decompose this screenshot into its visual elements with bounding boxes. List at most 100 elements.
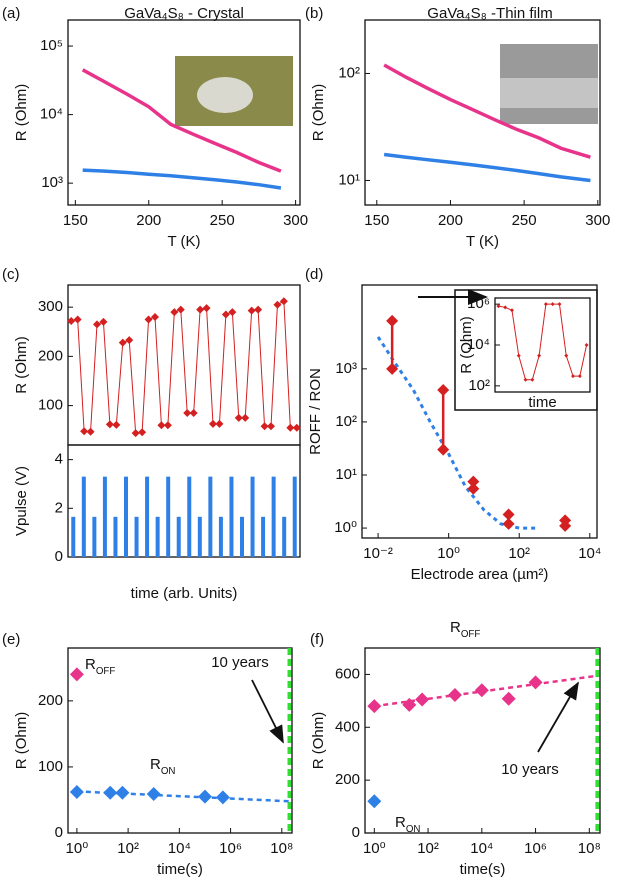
marker — [564, 353, 569, 358]
marker — [279, 297, 288, 306]
marker — [254, 305, 263, 314]
series-line — [71, 300, 297, 434]
marker — [571, 374, 576, 379]
marker — [131, 429, 140, 438]
bar — [218, 516, 223, 557]
y-tick-label: 10¹ — [338, 171, 360, 188]
x-axis-label: T (K) — [466, 233, 499, 250]
y-axis-label: Vpulse (V) — [13, 466, 30, 536]
x-tick-label: 250 — [512, 212, 537, 229]
marker — [196, 305, 205, 314]
y-axis-label: ROFF / RON — [307, 368, 324, 455]
x-tick-label: 10⁰ — [66, 840, 89, 857]
inset-box — [454, 289, 598, 411]
panel-label: (d) — [305, 266, 323, 283]
x-axis-label: time (arb. Units) — [131, 585, 238, 602]
y-tick-label: 300 — [38, 298, 63, 315]
x-axis-label: Electrode area (µm²) — [411, 566, 549, 583]
ten-year-arrow — [251, 679, 284, 744]
y-tick-label: 200 — [38, 692, 63, 709]
marker — [550, 302, 555, 307]
panel-label: (e) — [2, 631, 20, 648]
x-tick-label: 10⁻² — [363, 545, 393, 562]
marker — [209, 419, 217, 428]
y-tick-label: 10² — [335, 413, 357, 430]
point — [115, 785, 130, 800]
marker — [157, 421, 166, 430]
point — [528, 675, 543, 690]
high-marker — [559, 514, 572, 527]
bar — [81, 476, 86, 557]
marker — [516, 353, 521, 358]
marker — [183, 409, 192, 417]
bar — [92, 516, 97, 557]
chart-title: GaVa₄S₈ - Crystal — [124, 5, 244, 22]
marker — [80, 427, 89, 436]
panel-label: (f) — [310, 631, 324, 648]
x-tick-label: 150 — [63, 212, 88, 229]
x-tick-label: 300 — [585, 212, 610, 229]
ten-year-arrow — [537, 681, 579, 753]
y-axis-label: R (Ohm) — [13, 84, 30, 142]
y-tick-label: 2 — [55, 499, 63, 516]
bar — [71, 516, 76, 557]
low-marker — [437, 443, 450, 456]
point — [367, 699, 382, 714]
y-axis-label: R (Ohm) — [458, 316, 475, 374]
marker — [86, 427, 95, 436]
marker — [577, 374, 582, 379]
marker — [138, 428, 147, 437]
plot-frame — [67, 647, 293, 834]
x-tick-label: 10² — [117, 840, 139, 857]
x-tick-label: 10⁰ — [437, 545, 460, 562]
series-line — [383, 152, 591, 183]
marker — [241, 413, 250, 422]
film-layer — [500, 78, 598, 108]
series-name: RON — [150, 756, 175, 777]
marker — [260, 422, 269, 431]
low-marker — [386, 362, 399, 375]
x-axis-label: T (K) — [167, 233, 200, 250]
y-tick-label: 10² — [468, 377, 490, 394]
y-tick-label: 10⁶ — [467, 295, 490, 312]
marker — [584, 343, 589, 347]
low-marker — [502, 517, 515, 530]
x-tick-label: 10⁶ — [219, 840, 242, 857]
high-marker — [467, 475, 480, 488]
plot-frame — [67, 19, 301, 206]
point — [501, 691, 516, 706]
y-tick-label: 600 — [335, 665, 360, 682]
bar — [292, 476, 297, 557]
y-tick-label: 0 — [352, 824, 360, 841]
marker — [105, 420, 114, 429]
marker — [286, 423, 295, 432]
y-tick-label: 200 — [38, 347, 63, 364]
point — [215, 790, 230, 805]
bar — [282, 516, 287, 557]
x-axis-label: time — [528, 394, 556, 411]
x-tick-label: 10² — [508, 545, 530, 562]
ten-year-label: 10 years — [501, 761, 559, 778]
bar — [176, 516, 181, 557]
plot-frame — [67, 444, 301, 558]
marker — [267, 422, 275, 431]
marker — [189, 409, 198, 417]
point — [69, 667, 84, 682]
marker — [292, 423, 301, 432]
high-marker — [502, 508, 515, 521]
bar — [240, 516, 244, 557]
marker — [543, 302, 548, 307]
bar — [250, 476, 255, 557]
point — [447, 688, 462, 703]
point — [146, 787, 161, 802]
point — [415, 692, 430, 707]
x-tick-label: 10⁸ — [578, 840, 601, 857]
marker — [523, 377, 528, 382]
marker — [530, 377, 535, 382]
marker — [73, 315, 82, 324]
marker — [163, 421, 172, 430]
x-tick-label: 150 — [364, 212, 389, 229]
plot-frame — [361, 284, 598, 539]
panel-label: (c) — [2, 266, 20, 283]
marker — [496, 304, 501, 309]
